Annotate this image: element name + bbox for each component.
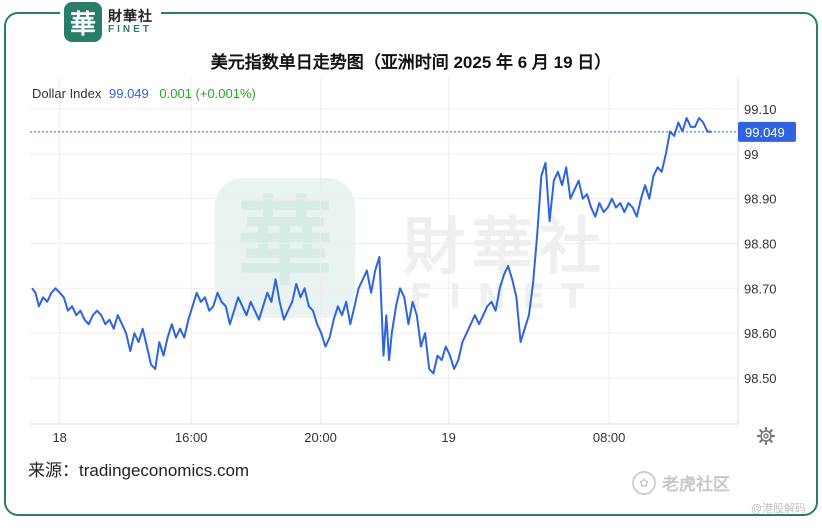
- legend: Dollar Index 99.049 0.001 (+0.001%): [32, 86, 256, 101]
- tiger-icon: ✿: [632, 470, 656, 495]
- last-value-tag-bg: [738, 121, 796, 142]
- finet-logo: 華 財華社 FINET: [60, 0, 161, 44]
- y-tick-label: 98.70: [744, 281, 777, 296]
- last-value-tag-label: 99.049: [745, 125, 785, 140]
- finet-logo-mark: 華: [64, 2, 102, 42]
- legend-value: 99.049: [109, 86, 149, 101]
- y-tick-label: 98.90: [744, 192, 777, 207]
- x-tick-label: 19: [441, 430, 455, 445]
- svg-text:Dollar Index 99.049: Dollar Index 99.049 0.001 (+0.001%): [32, 86, 256, 101]
- y-tick-label: 98.50: [744, 371, 777, 386]
- legend-change: 0.001 (+0.001%): [159, 86, 255, 101]
- source-caption: 来源：tradingeconomics.com: [28, 461, 250, 480]
- y-tick-label: 99.10: [744, 102, 777, 117]
- tiger-watermark: ✿ 老虎社区: [632, 470, 730, 495]
- x-tick-label: 16:00: [175, 430, 208, 445]
- y-tick-label: 99: [744, 147, 758, 162]
- watermark-mark: 華: [237, 186, 333, 299]
- y-tick-label: 98.60: [744, 326, 777, 341]
- watermark-cn: 財華社: [403, 210, 607, 283]
- x-tick-label: 08:00: [593, 430, 626, 445]
- finet-logo-cn: 財華社: [108, 8, 153, 24]
- finet-logo-en: FINET: [108, 24, 152, 35]
- series-line-dollar-index: [31, 117, 712, 375]
- y-tick-label: 98.80: [744, 237, 777, 252]
- tiger-watermark-text: 老虎社区: [662, 475, 730, 494]
- x-tick-label: 20:00: [304, 430, 337, 445]
- legend-name: Dollar Index: [32, 86, 102, 101]
- watermark-en: FINET: [410, 277, 601, 317]
- grid: [30, 78, 738, 424]
- page-title: 美元指数单日走势图（亚洲时间 2025 年 6 月 19 日）: [210, 53, 612, 72]
- watermark: 華 財華社 FINET: [215, 178, 607, 318]
- settings-icon[interactable]: [756, 426, 776, 446]
- small-watermark: @港股解码: [750, 503, 806, 515]
- chart-frame: [4, 12, 818, 516]
- watermark-mark-bg: [215, 178, 355, 318]
- x-tick-label: 18: [52, 430, 66, 445]
- last-value-tag: 99.049: [738, 121, 796, 142]
- axes: 99.10 99 98.90 98.80 98.70 98.60 98.50 18 16:00 2…: [30, 78, 777, 445]
